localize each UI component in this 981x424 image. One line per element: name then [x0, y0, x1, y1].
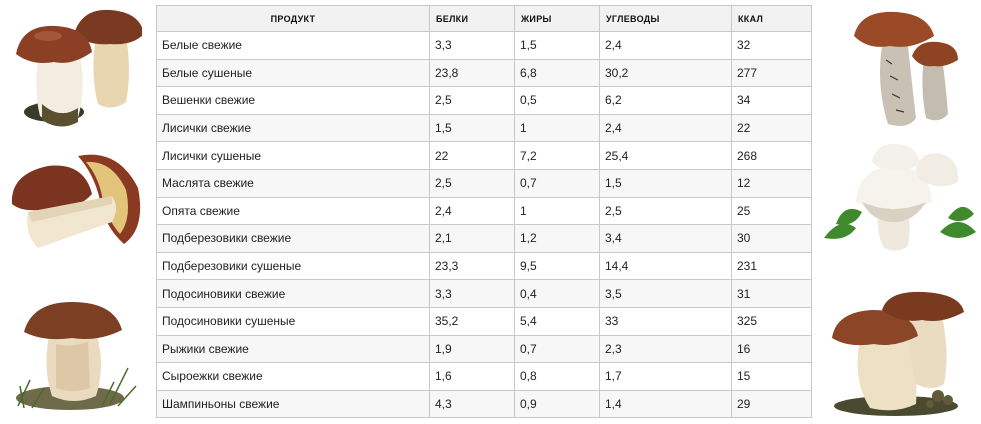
cell-product: Лисички сушеные [156, 141, 430, 170]
champignons-with-parsley-illustration [824, 143, 976, 251]
cell-protein: 1,5 [429, 113, 515, 143]
cell-carbs: 3,5 [599, 279, 732, 308]
cell-product: Вешенки свежие [156, 86, 430, 115]
cell-carbs: 2,4 [599, 31, 732, 60]
cell-kcal: 268 [731, 141, 812, 170]
cell-kcal: 12 [731, 168, 812, 198]
table-row: Маслята свежие 2,5 0,7 1,5 12 [156, 168, 812, 198]
cell-carbs: 33 [599, 306, 732, 336]
table-row: Лисички свежие 1,5 1 2,4 22 [156, 113, 812, 143]
cell-protein: 3,3 [429, 279, 515, 308]
cell-protein: 3,3 [429, 31, 515, 60]
table-row: Шампиньоны свежие 4,3 0,9 1,4 29 [156, 389, 812, 419]
cell-protein: 1,6 [429, 362, 515, 391]
cell-product: Сыроежки свежие [156, 362, 430, 391]
cell-protein: 2,1 [429, 224, 515, 253]
cell-fat: 0,4 [514, 279, 600, 308]
header-fat[interactable]: ЖИРЫ [514, 5, 600, 32]
cell-protein: 4,3 [429, 389, 515, 419]
cell-fat: 7,2 [514, 141, 600, 170]
cell-product: Рыжики свежие [156, 334, 430, 364]
cell-carbs: 1,7 [599, 362, 732, 391]
cell-protein: 2,5 [429, 168, 515, 198]
porcini-with-grass-illustration [16, 302, 137, 410]
table-row: Рыжики свежие 1,9 0,7 2,3 16 [156, 334, 812, 364]
cell-product: Подберезовики сушеные [156, 251, 430, 281]
porcini-halved-illustration [11, 154, 141, 248]
cell-fat: 0,8 [514, 362, 600, 391]
cell-carbs: 6,2 [599, 86, 732, 115]
table-row: Вешенки свежие 2,5 0,5 6,2 34 [156, 86, 812, 115]
table-row: Подберезовики сушеные 23,3 9,5 14,4 231 [156, 251, 812, 281]
cell-fat: 1 [514, 113, 600, 143]
cell-kcal: 34 [731, 86, 812, 115]
cell-protein: 35,2 [429, 306, 515, 336]
cell-fat: 5,4 [514, 306, 600, 336]
cell-fat: 0,5 [514, 86, 600, 115]
table-row: Подосиновики сушеные 35,2 5,4 33 325 [156, 306, 812, 336]
cell-kcal: 32 [731, 31, 812, 60]
table-body: Белые свежие 3,3 1,5 2,4 32 Белые сушеные 23,… [156, 31, 812, 419]
cell-kcal: 25 [731, 196, 812, 226]
cell-product: Подосиновики свежие [156, 279, 430, 308]
cell-kcal: 15 [731, 362, 812, 391]
table-row: Подберезовики свежие 2,1 1,2 3,4 30 [156, 224, 812, 253]
cell-carbs: 2,5 [599, 196, 732, 226]
cell-carbs: 2,3 [599, 334, 732, 364]
porcini-pair-illustration [16, 9, 142, 127]
cell-protein: 1,9 [429, 334, 515, 364]
cell-product: Подберезовики свежие [156, 224, 430, 253]
table-header-row: ПРОДУКТ БЕЛКИ ЖИРЫ УГЛЕВОДЫ ККАЛ [156, 5, 812, 32]
cell-kcal: 29 [731, 389, 812, 419]
cell-product: Белые свежие [156, 31, 430, 60]
table-row: Сыроежки свежие 1,6 0,8 1,7 15 [156, 362, 812, 391]
cell-kcal: 325 [731, 306, 812, 336]
cell-carbs: 2,4 [599, 113, 732, 143]
cell-fat: 0,7 [514, 168, 600, 198]
cell-product: Белые сушеные [156, 58, 430, 88]
cell-fat: 1,5 [514, 31, 600, 60]
cell-protein: 2,5 [429, 86, 515, 115]
cell-carbs: 30,2 [599, 58, 732, 88]
cell-product: Лисички свежие [156, 113, 430, 143]
cell-product: Опята свежие [156, 196, 430, 226]
cell-carbs: 14,4 [599, 251, 732, 281]
table-row: Белые свежие 3,3 1,5 2,4 32 [156, 31, 812, 60]
table-row: Подосиновики свежие 3,3 0,4 3,5 31 [156, 279, 812, 308]
cell-kcal: 277 [731, 58, 812, 88]
table-row: Белые сушеные 23,8 6,8 30,2 277 [156, 58, 812, 88]
porcini-in-moss-illustration [832, 291, 964, 416]
cell-carbs: 25,4 [599, 141, 732, 170]
cell-protein: 23,8 [429, 58, 515, 88]
header-carbs[interactable]: УГЛЕВОДЫ [599, 5, 732, 32]
header-product[interactable]: ПРОДУКТ [156, 5, 430, 32]
cell-fat: 9,5 [514, 251, 600, 281]
cell-protein: 22 [429, 141, 515, 170]
cell-carbs: 1,5 [599, 168, 732, 198]
cell-protein: 23,3 [429, 251, 515, 281]
cell-carbs: 1,4 [599, 389, 732, 419]
cell-kcal: 30 [731, 224, 812, 253]
table-row: Опята свежие 2,4 1 2,5 25 [156, 196, 812, 226]
cell-carbs: 3,4 [599, 224, 732, 253]
nutrition-table: ПРОДУКТ БЕЛКИ ЖИРЫ УГЛЕВОДЫ ККАЛ Белые с… [156, 5, 812, 419]
header-kcal[interactable]: ККАЛ [731, 5, 812, 32]
cell-product: Маслята свежие [156, 168, 430, 198]
cell-fat: 1,2 [514, 224, 600, 253]
cell-product: Шампиньоны свежие [156, 389, 430, 419]
cell-fat: 6,8 [514, 58, 600, 88]
header-protein[interactable]: БЕЛКИ [429, 5, 515, 32]
table-row: Лисички сушеные 22 7,2 25,4 268 [156, 141, 812, 170]
cell-product: Подосиновики сушеные [156, 306, 430, 336]
cell-kcal: 231 [731, 251, 812, 281]
cell-kcal: 31 [731, 279, 812, 308]
boletus-pair-illustration [854, 11, 958, 126]
cell-fat: 0,7 [514, 334, 600, 364]
cell-protein: 2,4 [429, 196, 515, 226]
cell-kcal: 16 [731, 334, 812, 364]
cell-fat: 1 [514, 196, 600, 226]
cell-kcal: 22 [731, 113, 812, 143]
cell-fat: 0,9 [514, 389, 600, 419]
